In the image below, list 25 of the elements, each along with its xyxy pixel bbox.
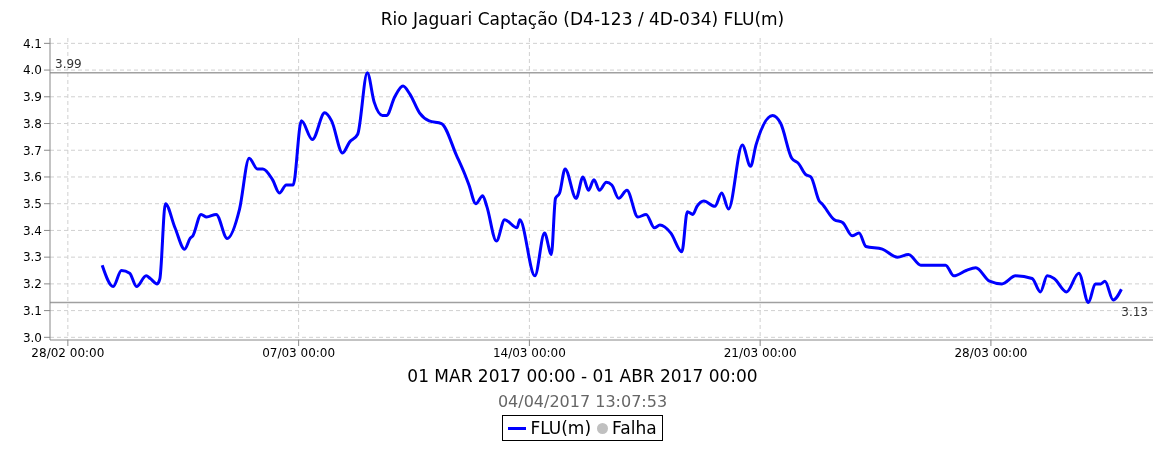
x-tick-label: 21/03 00:00 [723, 345, 797, 360]
y-tick-label: 3.0 [22, 330, 42, 345]
chart-title: Rio Jaguari Captação (D4-123 / 4D-034) FLU(m) [379, 8, 786, 31]
y-tick-label: 3.3 [22, 250, 42, 265]
y-tick-label: 4.0 [22, 63, 42, 78]
y-tick-label: 3.5 [22, 196, 42, 211]
y-tick-label: 3.1 [22, 303, 42, 318]
x-axis-title: 01 MAR 2017 00:00 - 01 ABR 2017 00:00 [406, 366, 759, 386]
x-tick-label: 14/03 00:00 [492, 345, 566, 360]
y-tick-label: 3.2 [22, 277, 42, 292]
x-tick-label: 07/03 00:00 [262, 345, 336, 360]
text: 04/04/2017 13:07:53 [496, 392, 669, 411]
x-tick-label: 28/03 00:00 [954, 345, 1028, 360]
y-tick-label: 3.6 [22, 170, 42, 185]
x-tick-label: 28/02 00:00 [31, 345, 105, 360]
ref-line-label: 3.99 [55, 56, 82, 71]
y-tick-label: 4.1 [22, 36, 42, 51]
y-tick-label: 3.4 [22, 223, 42, 238]
ref-line-label: 3.13 [1121, 305, 1148, 320]
line-series [100, 71, 1123, 305]
legend-label: FLU(m) [530, 418, 592, 438]
y-tick-label: 3.8 [22, 116, 42, 131]
y-tick-label: 3.7 [22, 143, 42, 158]
y-tick-label: 3.9 [22, 90, 42, 105]
legend-label: Falha [612, 418, 657, 438]
